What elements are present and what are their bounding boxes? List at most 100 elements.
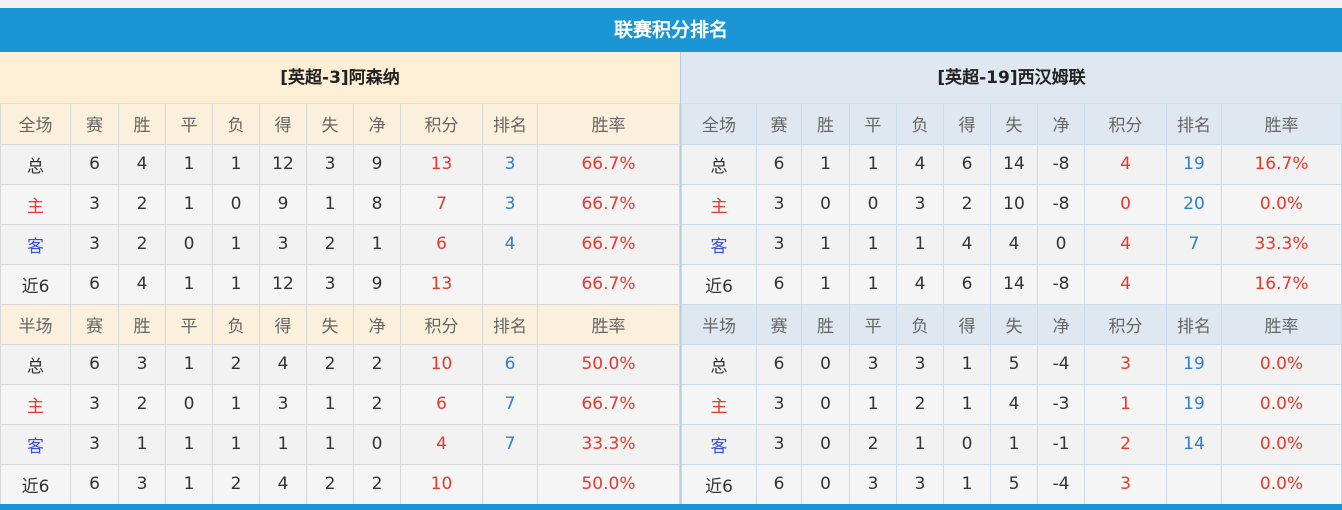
points: 1	[1084, 384, 1167, 425]
column-header: 净	[1037, 104, 1085, 145]
full-header-row: 全场赛胜平负得失净积分 排名 胜率	[0, 104, 680, 145]
losses: 4	[896, 144, 944, 185]
goal-diff: 0	[353, 424, 401, 465]
played: 6	[70, 144, 119, 185]
goal-diff: 9	[353, 264, 401, 305]
row-label: 客	[0, 424, 71, 465]
played: 6	[70, 344, 119, 385]
goals-against: 14	[990, 264, 1038, 305]
row-label: 近6	[0, 264, 71, 305]
table-row: 总 6 1 1 4 6 14 -8 4 19 16.7%	[681, 144, 1342, 185]
row-label: 主	[0, 184, 71, 225]
points: 4	[1084, 144, 1167, 185]
column-header: 全场	[0, 104, 71, 145]
wins: 4	[118, 264, 166, 305]
column-header: 失	[306, 104, 354, 145]
goals-against: 2	[306, 224, 354, 265]
goals-for: 12	[259, 264, 307, 305]
win-rate: 16.7%	[1221, 144, 1342, 185]
column-header: 半场	[0, 304, 71, 345]
goals-for: 3	[259, 384, 307, 425]
wins: 0	[801, 424, 850, 465]
played: 3	[70, 184, 119, 225]
draws: 1	[849, 264, 897, 305]
column-header: 得	[259, 104, 307, 145]
played: 3	[70, 384, 119, 425]
column-header: 得	[943, 104, 991, 145]
draws: 1	[165, 184, 213, 225]
goals-for: 1	[259, 424, 307, 465]
goals-for: 3	[259, 224, 307, 265]
goals-against: 1	[990, 424, 1038, 465]
rank: 19	[1166, 344, 1222, 385]
played: 6	[70, 264, 119, 305]
losses: 2	[212, 464, 260, 505]
table-row: 客 3 1 1 1 1 1 0 4 7 33.3%	[0, 424, 680, 465]
goals-against: 2	[306, 464, 354, 505]
column-header: 负	[896, 304, 944, 345]
row-label: 总	[681, 344, 757, 385]
points: 6	[400, 384, 483, 425]
played: 3	[756, 384, 802, 425]
column-header: 失	[306, 304, 354, 345]
column-header: 胜率	[1221, 104, 1342, 145]
table-row: 客 3 1 1 1 4 4 0 4 7 33.3%	[681, 224, 1342, 265]
goals-against: 10	[990, 184, 1038, 225]
column-header: 平	[165, 104, 213, 145]
table-row: 主 3 0 1 2 1 4 -3 1 19 0.0%	[681, 384, 1342, 425]
goals-against: 3	[306, 144, 354, 185]
row-label: 主	[681, 384, 757, 425]
rank: 7	[482, 384, 538, 425]
rank: 3	[482, 184, 538, 225]
rank	[482, 264, 538, 305]
points: 2	[1084, 424, 1167, 465]
win-rate: 0.0%	[1221, 344, 1342, 385]
played: 3	[756, 184, 802, 225]
column-header: 失	[990, 104, 1038, 145]
row-label: 近6	[0, 464, 71, 505]
goals-against: 2	[306, 344, 354, 385]
table-row: 主 3 2 1 0 9 1 8 7 3 66.7%	[0, 184, 680, 225]
column-header: 排名	[482, 304, 538, 345]
played: 3	[756, 224, 802, 265]
losses: 3	[896, 184, 944, 225]
home-team-panel: [英超-3]阿森纳 全场赛胜平负得失净积分 排名 胜率总 6 4 1 1 12 3 9 13 3 66.…	[0, 52, 680, 505]
table-row: 近6 6 3 1 2 4 2 2 10 50.0%	[0, 464, 680, 505]
team-name: [英超-19]西汉姆联	[681, 52, 1342, 104]
draws: 1	[165, 344, 213, 385]
draws: 2	[849, 424, 897, 465]
rank: 19	[1166, 384, 1222, 425]
losses: 4	[896, 264, 944, 305]
goals-against: 5	[990, 464, 1038, 505]
points: 10	[400, 344, 483, 385]
column-header: 负	[212, 104, 260, 145]
win-rate: 50.0%	[537, 344, 680, 385]
full-header-row: 全场赛胜平负得失净积分 排名 胜率	[681, 104, 1342, 145]
table-row: 近6 6 4 1 1 12 3 9 13 66.7%	[0, 264, 680, 305]
win-rate: 33.3%	[537, 424, 680, 465]
column-header: 失	[990, 304, 1038, 345]
row-label: 近6	[681, 464, 757, 505]
losses: 1	[896, 224, 944, 265]
column-header: 得	[943, 304, 991, 345]
table-row: 客 3 0 2 1 0 1 -1 2 14 0.0%	[681, 424, 1342, 465]
column-header: 胜	[118, 104, 166, 145]
row-label: 客	[681, 424, 757, 465]
row-label: 总	[681, 144, 757, 185]
goals-for: 9	[259, 184, 307, 225]
points: 13	[400, 264, 483, 305]
played: 6	[756, 464, 802, 505]
points: 3	[1084, 464, 1167, 505]
goals-for: 4	[943, 224, 991, 265]
goal-diff: -3	[1037, 384, 1085, 425]
draws: 1	[165, 424, 213, 465]
draws: 1	[165, 464, 213, 505]
half-header-row: 半场赛胜平负得失净积分 排名 胜率	[0, 304, 680, 345]
away-team-panel: [英超-19]西汉姆联 全场赛胜平负得失净积分 排名 胜率总 6 1 1 4 6 14 -8 4 19…	[680, 52, 1342, 505]
draws: 0	[849, 184, 897, 225]
column-header: 赛	[70, 304, 119, 345]
wins: 0	[801, 184, 850, 225]
goals-for: 6	[943, 264, 991, 305]
rank: 7	[482, 424, 538, 465]
draws: 0	[165, 224, 213, 265]
